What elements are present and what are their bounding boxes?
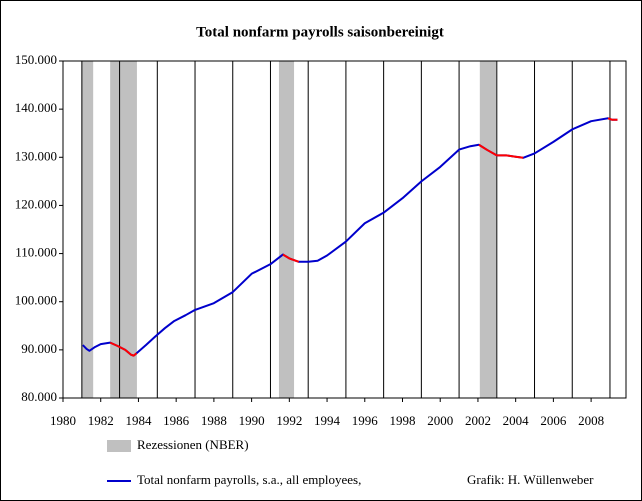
x-tick-label: 1984	[125, 413, 152, 428]
x-tick-label: 2002	[465, 413, 491, 428]
y-tick-label: 130.000	[15, 148, 57, 163]
x-tick-label: 1996	[352, 413, 379, 428]
x-tick-label: 1992	[276, 413, 302, 428]
x-tick-label: 1994	[314, 413, 341, 428]
recession-band	[278, 61, 295, 398]
recession-band	[479, 61, 497, 398]
y-tick-label: 140.000	[15, 100, 57, 115]
recession-band	[81, 61, 94, 398]
recession-band	[110, 61, 137, 398]
x-tick-label: 2000	[427, 413, 453, 428]
x-tick-label: 1988	[201, 413, 227, 428]
x-tick-label: 2006	[540, 413, 567, 428]
x-tick-label: 1990	[239, 413, 265, 428]
y-tick-label: 120.000	[15, 196, 57, 211]
y-tick-label: 80.000	[21, 389, 57, 404]
x-tick-label: 1982	[88, 413, 114, 428]
legend-label: Rezessionen (NBER)	[137, 437, 249, 452]
x-tick-label: 1986	[163, 413, 190, 428]
y-tick-label: 110.000	[15, 245, 57, 260]
data-line	[109, 117, 618, 357]
y-tick-label: 100.000	[15, 293, 57, 308]
x-tick-label: 1998	[389, 413, 415, 428]
x-tick-label: 2004	[503, 413, 530, 428]
y-tick-label: 90.000	[21, 341, 57, 356]
x-tick-label: 1980	[50, 413, 76, 428]
credit: Grafik: H. Wüllenweber	[467, 472, 594, 487]
chart-title: Total nonfarm payrolls saisonbereinigt	[196, 24, 444, 40]
legend-swatch	[107, 440, 131, 452]
plot-border	[62, 60, 627, 399]
x-tick-label: 2008	[578, 413, 604, 428]
y-tick-label: 150.000	[15, 52, 57, 67]
legend-label: Total nonfarm payrolls, s.a., all employ…	[137, 472, 361, 487]
